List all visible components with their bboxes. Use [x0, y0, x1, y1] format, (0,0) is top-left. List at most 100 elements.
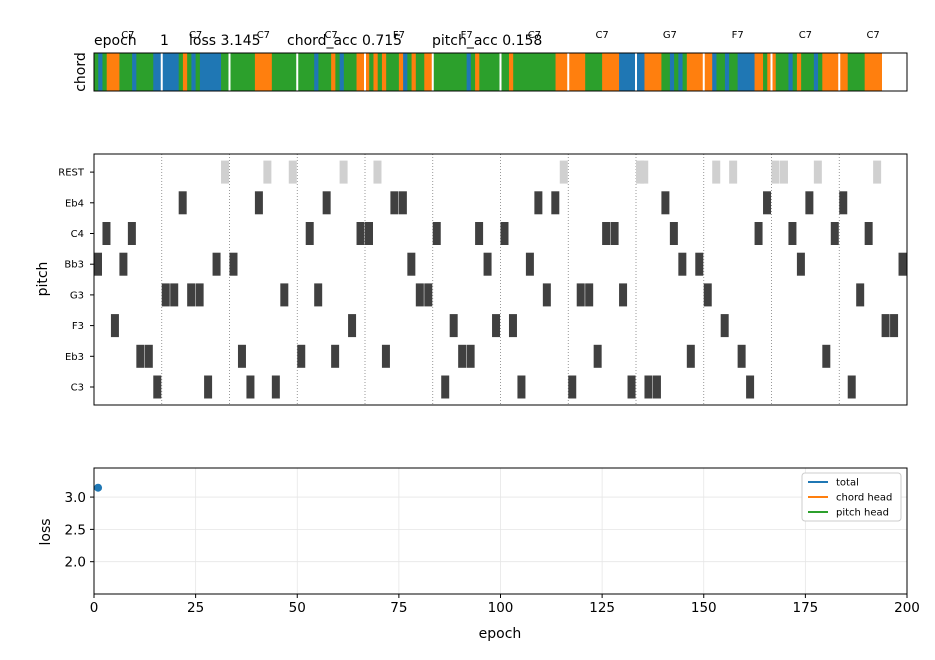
note-mark-31 — [356, 222, 365, 245]
segment-label-9: F7 — [732, 30, 744, 41]
note-mark-12 — [195, 283, 204, 307]
loss-x-axis-label: epoch — [479, 626, 522, 642]
chord-cell-1 — [98, 53, 103, 91]
chord-cell-170 — [813, 53, 819, 91]
chord-cell-10 — [136, 53, 154, 91]
chord-cell-14 — [153, 53, 180, 91]
segment-label-3: C7 — [324, 30, 337, 41]
chord-cell-69 — [386, 53, 400, 91]
note-mark-52 — [534, 191, 543, 215]
chord-cell-130 — [644, 53, 662, 91]
chord-axis-label: chord — [73, 52, 89, 92]
note-mark-41 — [441, 375, 450, 399]
epoch-label: epoch — [94, 33, 137, 49]
chord-cell-22 — [187, 53, 192, 91]
note-mark-13 — [204, 375, 213, 399]
chord-cell-38 — [254, 53, 273, 91]
pitch-axis-label: pitch — [35, 262, 51, 297]
note-mark-50 — [517, 375, 526, 399]
pitch-accuracy: pitch_acc 0.158 — [432, 33, 542, 49]
note-mark-88 — [830, 222, 839, 245]
chord-accuracy: chord_acc 0.715 — [287, 33, 402, 49]
pitch-background — [94, 154, 907, 405]
note-mark-90 — [847, 375, 856, 399]
segment-label-7: C7 — [595, 30, 608, 41]
note-mark-8 — [161, 283, 170, 307]
chord-cell-73 — [403, 53, 408, 91]
chord-cell-134 — [661, 53, 671, 91]
chord-cell-158 — [763, 53, 768, 91]
note-mark-87 — [822, 344, 831, 368]
chord-cell-90 — [475, 53, 480, 91]
note-mark-48 — [500, 222, 509, 245]
chord-frame — [93, 52, 908, 92]
note-mark-92 — [864, 222, 873, 245]
note-mark-24 — [297, 344, 306, 368]
chord-cell-120 — [602, 53, 620, 91]
loss-x-tick-label-6: 150 — [691, 600, 717, 616]
note-mark-69 — [669, 222, 678, 245]
rest-mark-74 — [712, 160, 721, 184]
chord-cell-150 — [729, 53, 739, 91]
note-mark-47 — [492, 314, 501, 338]
chord-cell-9 — [132, 53, 137, 91]
chord-cell-66 — [373, 53, 379, 91]
rest-mark-65 — [640, 160, 649, 184]
chord-cell-25 — [199, 53, 222, 91]
segment-label-4: F7 — [393, 30, 405, 41]
chord-cell-124 — [619, 53, 645, 91]
chord-cell-78 — [424, 53, 434, 91]
chord-cell-164 — [788, 53, 794, 91]
chord-cell-152 — [737, 53, 755, 91]
legend-box — [801, 472, 902, 522]
pitch-tick-label-0: C3 — [71, 383, 84, 394]
pitch-tick-label-5: C4 — [71, 229, 84, 240]
segment-label-2: C7 — [257, 30, 270, 41]
loss-frame — [93, 467, 908, 595]
note-mark-6 — [144, 344, 153, 368]
segment-label-6: C7 — [528, 30, 541, 41]
note-mark-4 — [127, 222, 136, 245]
chord-cell-58 — [339, 53, 345, 91]
note-mark-37 — [407, 252, 416, 276]
chord-cell-91 — [479, 53, 510, 91]
note-mark-7 — [153, 375, 162, 399]
chord-cell-65 — [369, 53, 374, 91]
note-mark-85 — [805, 191, 814, 215]
note-mark-14 — [212, 252, 221, 276]
chord-strip-chart: C7 C7 C7 C7 F7 F7 C7 C7 G7 F7 C7 C7 — [93, 30, 908, 92]
epoch-value: 1 — [160, 33, 169, 49]
note-mark-61 — [610, 222, 619, 245]
note-mark-95 — [890, 314, 899, 338]
loss-line-chart: 0 25 50 75 100 125 150 175 200 2.0 2.5 3.0 — [65, 467, 920, 616]
note-mark-60 — [602, 222, 611, 245]
chord-cell-178 — [847, 53, 866, 91]
segment-label-11: C7 — [866, 30, 879, 41]
note-mark-35 — [390, 191, 399, 215]
note-mark-30 — [348, 314, 357, 338]
chord-cell-138 — [678, 53, 683, 91]
note-mark-28 — [331, 344, 340, 368]
note-mark-83 — [788, 222, 797, 245]
chord-cell-75 — [411, 53, 417, 91]
note-mark-40 — [432, 222, 441, 245]
note-mark-21 — [271, 375, 280, 399]
segment-label-8: G7 — [663, 30, 677, 41]
note-mark-67 — [652, 375, 661, 399]
chord-cell-68 — [381, 53, 387, 91]
chord-cell-136 — [669, 53, 675, 91]
note-mark-42 — [449, 314, 458, 338]
loss-x-tick-label-8: 200 — [894, 600, 920, 616]
note-mark-58 — [585, 283, 594, 307]
pitch-tick-label-4: Bb3 — [64, 260, 84, 271]
note-mark-56 — [568, 375, 577, 399]
chord-cell-165 — [792, 53, 798, 91]
chord-cell-172 — [822, 53, 849, 91]
note-mark-17 — [237, 344, 246, 368]
chord-cell-3 — [106, 53, 120, 91]
chord-cell-59 — [343, 53, 357, 91]
note-mark-11 — [187, 283, 196, 307]
chord-cell-23 — [191, 53, 197, 91]
loss-point-0-0 — [94, 483, 103, 492]
